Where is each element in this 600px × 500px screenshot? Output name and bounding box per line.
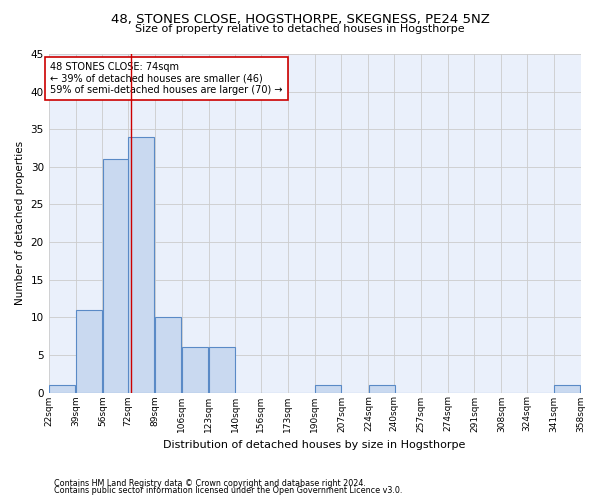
Text: 48, STONES CLOSE, HOGSTHORPE, SKEGNESS, PE24 5NZ: 48, STONES CLOSE, HOGSTHORPE, SKEGNESS, …	[110, 12, 490, 26]
Bar	[49, 385, 75, 392]
Y-axis label: Number of detached properties: Number of detached properties	[15, 141, 25, 306]
Text: Contains public sector information licensed under the Open Government Licence v3: Contains public sector information licen…	[54, 486, 403, 495]
X-axis label: Distribution of detached houses by size in Hogsthorpe: Distribution of detached houses by size …	[163, 440, 466, 450]
Text: Size of property relative to detached houses in Hogsthorpe: Size of property relative to detached ho…	[135, 24, 465, 34]
Bar	[209, 348, 235, 393]
Bar	[128, 136, 154, 392]
Bar	[315, 385, 341, 392]
Bar	[554, 385, 580, 392]
Bar	[155, 318, 181, 392]
Bar	[103, 160, 129, 392]
Bar	[76, 310, 102, 392]
Bar	[369, 385, 395, 392]
Text: Contains HM Land Registry data © Crown copyright and database right 2024.: Contains HM Land Registry data © Crown c…	[54, 478, 366, 488]
Bar	[182, 348, 208, 393]
Text: 48 STONES CLOSE: 74sqm
← 39% of detached houses are smaller (46)
59% of semi-det: 48 STONES CLOSE: 74sqm ← 39% of detached…	[50, 62, 283, 94]
